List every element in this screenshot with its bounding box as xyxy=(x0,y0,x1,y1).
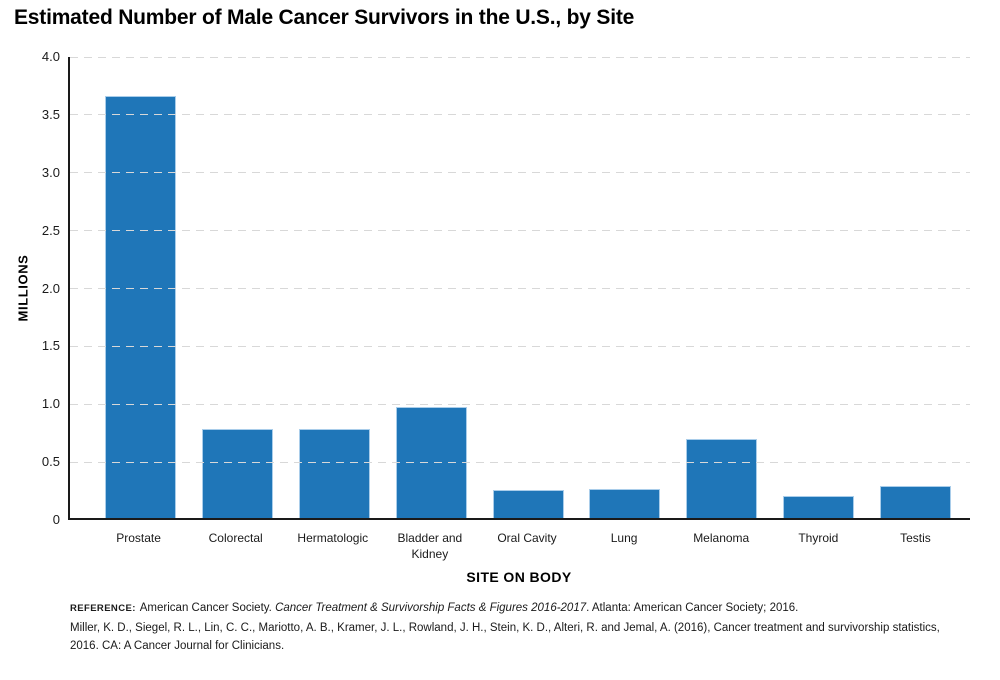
x-category-label: Thyroid xyxy=(798,531,839,545)
reference-text-pre: American Cancer Society. xyxy=(139,602,276,614)
bar-testis xyxy=(880,485,952,518)
bar-lung xyxy=(589,489,661,518)
reference-text-post: . Atlanta: American Cancer Society; 2016… xyxy=(586,602,799,614)
gridline xyxy=(70,56,970,58)
y-tick-label: 3.5 xyxy=(41,106,60,122)
gridline xyxy=(70,230,970,232)
y-tick-label: 3.0 xyxy=(41,164,60,180)
y-tick-label: 0.5 xyxy=(41,454,60,470)
bar-melanoma xyxy=(686,439,758,518)
gridline xyxy=(70,114,970,116)
x-category-label: Oral Cavity xyxy=(497,531,557,545)
bar-oral-cavity xyxy=(492,490,564,518)
bar-colorectal xyxy=(201,428,273,518)
gridline xyxy=(70,403,970,405)
y-tick-label: 2.0 xyxy=(41,280,60,296)
citation-line: Miller, K. D., Siegel, R. L., Lin, C. C.… xyxy=(70,622,940,652)
bar-prostate xyxy=(104,95,176,518)
reference-line: REFERENCE: American Cancer Society. Cance… xyxy=(70,600,954,617)
reference-label: REFERENCE: xyxy=(70,603,136,614)
x-category-label: Bladder and Kidney xyxy=(397,531,463,561)
x-axis-title: SITE ON BODY xyxy=(466,569,572,585)
y-tick-label: 0 xyxy=(52,512,60,527)
y-tick-label: 4.0 xyxy=(41,49,60,64)
gridline xyxy=(70,345,970,347)
gridline xyxy=(70,172,970,174)
y-tick-label: 2.5 xyxy=(41,222,60,238)
bar-hermatologic xyxy=(298,428,370,518)
gridline xyxy=(70,288,970,289)
x-category-label: Colorectal xyxy=(208,531,263,545)
y-tick-label: 1.5 xyxy=(41,338,60,354)
x-category-label: Prostate xyxy=(116,531,161,545)
x-category-label: Testis xyxy=(900,531,931,545)
x-category-label: Lung xyxy=(610,531,638,545)
y-tick-label: 1.0 xyxy=(41,396,60,412)
reference-title-italic: Cancer Treatment & Survivorship Facts & … xyxy=(275,602,587,614)
bar-thyroid xyxy=(783,496,855,518)
gridline xyxy=(70,461,970,463)
x-category-label: Melanoma xyxy=(693,531,750,545)
plot-area: MILLIONS 0 0.5 1.0 1.5 2.0 2.5 3.0 3.5 4.0 xyxy=(16,49,970,527)
x-category-label: Hermatologic xyxy=(297,531,369,545)
chart-title: Estimated Number of Male Cancer Survivor… xyxy=(14,6,635,29)
reference-block: REFERENCE: American Cancer Society. Cance… xyxy=(70,600,954,658)
x-category-labels: Prostate Colorectal Hermatologic Bladder an… xyxy=(68,531,970,562)
